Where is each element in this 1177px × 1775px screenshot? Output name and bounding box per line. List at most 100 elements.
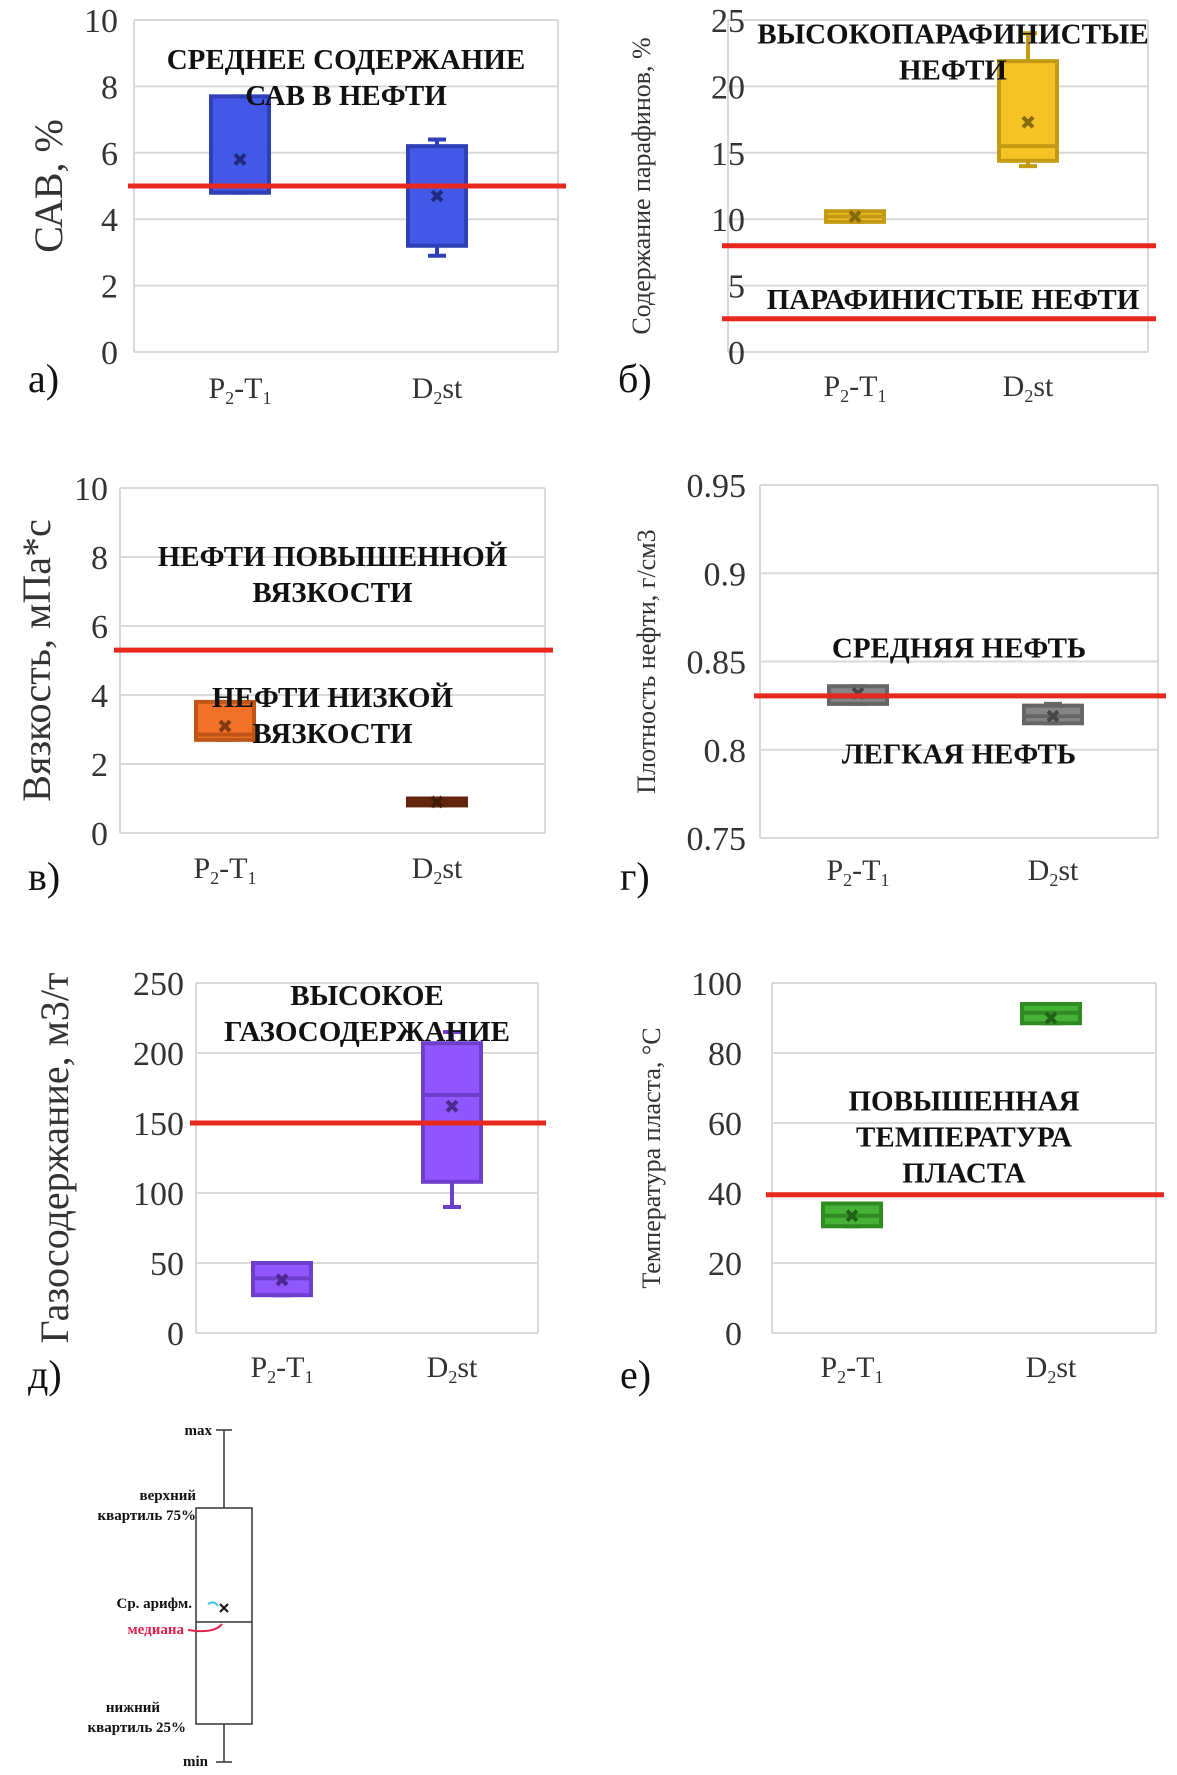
y-tick-label: 20 xyxy=(708,1246,742,1283)
subscript: 2 xyxy=(433,388,442,408)
subscript: 2 xyxy=(210,868,219,888)
annotation-text: ВЫСОКОПАРАФИНИСТЫЕ xyxy=(757,18,1149,50)
annotation-text: ВЯЗКОСТИ xyxy=(252,577,413,609)
annotation-text: ПАРАФИНИСТЫЕ НЕФТИ xyxy=(767,284,1140,316)
subscript: 2 xyxy=(837,1367,846,1387)
annotation-text: СРЕДНЯЯ НЕФТЬ xyxy=(832,632,1086,664)
subscript: 2 xyxy=(1024,386,1033,406)
label-part: -T xyxy=(234,372,262,405)
panel-letter: д) xyxy=(28,1352,62,1397)
label-part: -T xyxy=(219,852,247,885)
y-axis-label: Содержание парафинов, % xyxy=(627,37,656,334)
annotation-text: ВЫСОКОЕ xyxy=(290,980,444,1012)
y-tick-label: 100 xyxy=(691,966,742,1003)
label-part: -T xyxy=(846,1351,874,1384)
y-axis-label: Температура пласта, °С xyxy=(637,1027,666,1288)
box-2 xyxy=(421,1030,483,1209)
label-part: P xyxy=(208,372,225,405)
y-tick-label: 50 xyxy=(150,1246,184,1283)
mean-marker xyxy=(218,719,232,733)
label-part: D xyxy=(427,1351,449,1384)
y-tick-label: 4 xyxy=(101,202,118,239)
label-part: P xyxy=(823,370,840,403)
annotation-text: СРЕДНЕЕ СОДЕРЖАНИЕ xyxy=(167,44,526,76)
mean-marker xyxy=(430,189,444,203)
x-category-label: D2st xyxy=(1028,854,1079,890)
y-tick-label: 0 xyxy=(725,1316,742,1353)
label-part: D xyxy=(1003,370,1025,403)
y-tick-label: 8 xyxy=(101,69,118,106)
label-part: st xyxy=(442,372,463,405)
y-tick-label: 250 xyxy=(133,966,184,1003)
panel-letter: б) xyxy=(618,356,652,401)
x-category-label: D2st xyxy=(412,372,463,408)
label-part: P xyxy=(193,852,210,885)
y-tick-label: 100 xyxy=(133,1176,184,1213)
y-tick-label: 20 xyxy=(711,69,745,106)
annotation-text: ПЛАСТА xyxy=(902,1158,1026,1190)
legend-median-arrow xyxy=(187,1623,223,1633)
mean-marker xyxy=(445,1099,459,1113)
annotation-text: НЕФТИ xyxy=(899,54,1007,86)
label-part: st xyxy=(442,852,463,885)
box-1 xyxy=(209,94,271,195)
x-category-label: D2st xyxy=(427,1351,478,1387)
label-part: D xyxy=(412,852,434,885)
x-category-label: P2-T1 xyxy=(820,1351,883,1387)
y-tick-label: 0.75 xyxy=(687,821,747,858)
legend-label: Ср. арифм. xyxy=(116,1596,192,1612)
legend-mean-marker xyxy=(219,1603,229,1613)
y-axis-label: Газосодержание, м3/т xyxy=(32,972,77,1343)
panel-letter: в) xyxy=(28,854,60,899)
subscript: 1 xyxy=(875,1367,884,1387)
y-tick-label: 0 xyxy=(91,816,108,853)
y-tick-label: 6 xyxy=(101,136,118,173)
y-tick-label: 200 xyxy=(133,1036,184,1073)
y-axis-label: Вязкость, мПа*с xyxy=(14,519,59,801)
y-tick-label: 150 xyxy=(133,1106,184,1143)
y-tick-label: 2 xyxy=(91,747,108,784)
box-iqr xyxy=(421,1041,483,1184)
legend-label: нижний xyxy=(106,1700,160,1716)
box-2 xyxy=(997,31,1059,169)
boxplot-legend: max верхний квартиль 75% Ср. арифм. медиана н… xyxy=(88,1423,253,1770)
legend-label: верхний xyxy=(139,1488,196,1504)
label-part: D xyxy=(412,372,434,405)
y-tick-label: 4 xyxy=(91,678,108,715)
subscript: 2 xyxy=(1047,1367,1056,1387)
x-category-label: P2-T1 xyxy=(826,854,889,890)
subscript: 1 xyxy=(248,868,257,888)
box-2 xyxy=(1020,1002,1082,1026)
panel-letter: г) xyxy=(620,854,650,899)
subscript: 2 xyxy=(840,386,849,406)
subscript: 2 xyxy=(1049,870,1058,890)
box-1 xyxy=(821,1201,883,1229)
y-tick-label: 8 xyxy=(91,540,108,577)
x-category-label: P2-T1 xyxy=(250,1351,313,1387)
label-part: D xyxy=(1026,1351,1048,1384)
label-part: st xyxy=(1056,1351,1077,1384)
subscript: 1 xyxy=(878,386,887,406)
y-tick-label: 25 xyxy=(711,3,745,40)
panel-letter: а) xyxy=(28,356,59,401)
annotation-text: ВЯЗКОСТИ xyxy=(252,718,413,750)
subscript: 2 xyxy=(225,388,234,408)
label-part: st xyxy=(457,1351,478,1384)
x-category-label: P2-T1 xyxy=(823,370,886,406)
annotation-text: НЕФТИ ПОВЫШЕННОЙ xyxy=(158,540,508,573)
subscript: 1 xyxy=(305,1367,314,1387)
y-tick-label: 10 xyxy=(74,471,108,508)
mean-marker xyxy=(233,153,247,166)
legend-label: медиана xyxy=(127,1622,184,1638)
label-part: -T xyxy=(852,854,880,887)
x-category-label: D2st xyxy=(1026,1351,1077,1387)
x-category-label: P2-T1 xyxy=(208,372,271,408)
annotation-text: ГАЗОСОДЕРЖАНИЕ xyxy=(224,1016,510,1048)
annotation-text: ЛЕГКАЯ НЕФТЬ xyxy=(842,738,1076,770)
y-tick-label: 0.8 xyxy=(704,733,747,770)
y-tick-label: 0.85 xyxy=(687,645,747,682)
